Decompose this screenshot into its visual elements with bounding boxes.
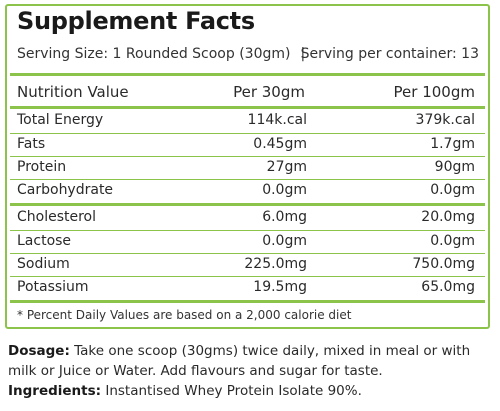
row-label: Sodium: [17, 256, 70, 272]
row-label: Potassium: [17, 279, 89, 295]
row-value-per-30gm: 19.5mg: [253, 279, 307, 295]
divider-thick: [10, 300, 485, 303]
table-header-row: Nutrition Value Per 30gm Per 100gm: [17, 83, 475, 103]
ingredients-text: Instantised Whey Protein Isolate 90%.: [101, 383, 362, 399]
row-divider: [10, 179, 485, 180]
table-row: Protein 27gm 90gm: [17, 159, 475, 179]
row-divider: [10, 253, 485, 254]
row-divider: [10, 230, 485, 231]
row-value-per-30gm: 114k.cal: [247, 112, 307, 128]
serving-info: Serving Size: 1 Rounded Scoop (30gm) | Se…: [17, 46, 479, 62]
dosage-section: Dosage: Take one scoop (30gms) twice dai…: [8, 341, 488, 401]
row-value-per-100gm: 0.0gm: [430, 182, 475, 198]
column-header-per-30gm: Per 30gm: [233, 83, 305, 101]
divider-thick: [10, 203, 485, 206]
dosage-text-1: Take one scoop (30gms) twice daily, mixe…: [69, 343, 471, 359]
row-value-per-30gm: 225.0mg: [244, 256, 307, 272]
dosage-line-2: milk or Juice or Water. Add flavours and…: [8, 363, 383, 379]
ingredients-label: Ingredients:: [8, 383, 102, 399]
row-value-per-100gm: 65.0mg: [421, 279, 475, 295]
row-value-per-100gm: 379k.cal: [415, 112, 475, 128]
column-header-per-100gm: Per 100gm: [393, 83, 475, 101]
daily-values-footnote: * Percent Daily Values are based on a 2,…: [17, 308, 352, 322]
table-row: Carbohydrate 0.0gm 0.0gm: [17, 182, 475, 202]
row-value-per-100gm: 750.0mg: [412, 256, 475, 272]
row-label: Carbohydrate: [17, 182, 114, 198]
divider-thick: [10, 73, 485, 76]
row-value-per-100gm: 0.0gm: [430, 233, 475, 249]
row-value-per-100gm: 90gm: [434, 159, 475, 175]
table-row: Total Energy 114k.cal 379k.cal: [17, 112, 475, 132]
dosage-line-1: Dosage: Take one scoop (30gms) twice dai…: [8, 341, 488, 361]
row-label: Cholesterol: [17, 209, 97, 225]
row-label: Lactose: [17, 233, 72, 249]
row-value-per-30gm: 0.0gm: [262, 233, 307, 249]
row-value-per-30gm: 0.45gm: [253, 136, 307, 152]
row-divider: [10, 133, 485, 134]
row-label: Fats: [17, 136, 46, 152]
table-row: Fats 0.45gm 1.7gm: [17, 136, 475, 156]
row-value-per-100gm: 20.0mg: [421, 209, 475, 225]
column-header-nutrition: Nutrition Value: [17, 83, 129, 101]
row-value-per-30gm: 27gm: [266, 159, 307, 175]
serving-size: Serving Size: 1 Rounded Scoop (30gm): [17, 46, 291, 62]
supplement-facts-panel: Supplement Facts Serving Size: 1 Rounded…: [5, 4, 490, 329]
table-row: Potassium 19.5mg 65.0mg: [17, 279, 475, 299]
servings-per-container: Serving per container: 13: [300, 46, 479, 62]
dosage-label: Dosage:: [8, 343, 70, 359]
ingredients-line: Ingredients: Instantised Whey Protein Is…: [8, 381, 488, 401]
row-divider: [10, 276, 485, 277]
row-label: Total Energy: [17, 112, 104, 128]
panel-title: Supplement Facts: [17, 7, 255, 35]
row-value-per-30gm: 0.0gm: [262, 182, 307, 198]
table-row: Cholesterol 6.0mg 20.0mg: [17, 209, 475, 229]
divider-thick: [10, 106, 485, 109]
table-row: Sodium 225.0mg 750.0mg: [17, 256, 475, 276]
row-label: Protein: [17, 159, 67, 175]
row-divider: [10, 156, 485, 157]
row-value-per-30gm: 6.0mg: [262, 209, 307, 225]
table-row: Lactose 0.0gm 0.0gm: [17, 233, 475, 253]
serving-separator: |: [300, 46, 306, 62]
row-value-per-100gm: 1.7gm: [430, 136, 475, 152]
